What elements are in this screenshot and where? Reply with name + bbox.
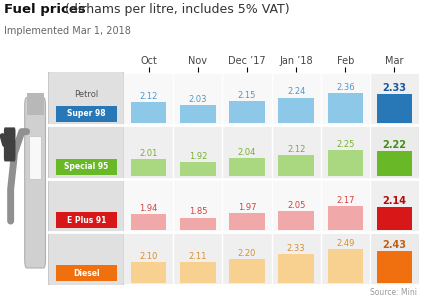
Bar — [131, 262, 166, 283]
Bar — [278, 98, 314, 123]
Text: 2.25: 2.25 — [336, 140, 354, 149]
Bar — [131, 159, 166, 176]
Bar — [377, 152, 412, 176]
Text: 1.97: 1.97 — [238, 203, 256, 212]
Bar — [124, 125, 419, 178]
Text: Fuel prices: Fuel prices — [4, 3, 86, 16]
Bar — [131, 214, 166, 230]
FancyBboxPatch shape — [25, 98, 45, 268]
Bar — [328, 249, 363, 283]
Text: 2.11: 2.11 — [189, 252, 207, 261]
Bar — [180, 262, 216, 283]
Bar — [180, 105, 216, 123]
Text: 2.05: 2.05 — [287, 200, 305, 209]
Bar — [278, 155, 314, 176]
Bar — [328, 93, 363, 123]
Bar — [56, 106, 117, 122]
Text: 1.94: 1.94 — [140, 204, 158, 213]
Text: 2.04: 2.04 — [238, 148, 256, 157]
Bar — [328, 206, 363, 230]
Text: E Plus 91: E Plus 91 — [67, 215, 106, 224]
Text: 2.10: 2.10 — [140, 252, 158, 261]
Bar — [56, 265, 117, 281]
Text: 2.33: 2.33 — [382, 83, 406, 93]
Text: 2.24: 2.24 — [287, 87, 305, 96]
Bar — [229, 259, 265, 283]
Text: 2.33: 2.33 — [287, 244, 305, 253]
Text: Source: Mini: Source: Mini — [370, 288, 417, 297]
Text: Special 95: Special 95 — [64, 162, 109, 171]
Bar — [124, 232, 419, 285]
Bar — [229, 158, 265, 176]
Text: Super 98: Super 98 — [67, 109, 106, 118]
Bar — [377, 208, 412, 230]
Bar — [56, 159, 117, 175]
Text: 2.49: 2.49 — [336, 238, 354, 247]
Text: 2.14: 2.14 — [382, 196, 406, 206]
Text: (dirhams per litre, includes 5% VAT): (dirhams per litre, includes 5% VAT) — [61, 3, 290, 16]
Bar — [180, 218, 216, 230]
Bar — [229, 213, 265, 230]
Bar — [56, 212, 117, 228]
Bar — [278, 211, 314, 230]
Bar — [29, 136, 41, 178]
Bar — [370, 72, 419, 285]
FancyBboxPatch shape — [4, 128, 16, 161]
Text: Implemented Mar 1, 2018: Implemented Mar 1, 2018 — [4, 26, 131, 35]
Text: 2.17: 2.17 — [336, 196, 354, 206]
Text: 2.22: 2.22 — [382, 140, 406, 150]
Bar — [328, 150, 363, 176]
Text: 1.92: 1.92 — [189, 152, 207, 161]
Text: 2.12: 2.12 — [287, 145, 305, 154]
Bar — [377, 251, 412, 283]
Text: 1.85: 1.85 — [189, 207, 207, 216]
Text: Diesel: Diesel — [73, 269, 100, 278]
Bar — [131, 102, 166, 123]
Text: 2.43: 2.43 — [382, 240, 406, 250]
Text: 2.01: 2.01 — [140, 149, 158, 158]
Text: 2.20: 2.20 — [238, 249, 256, 258]
Bar — [229, 100, 265, 123]
Bar — [180, 162, 216, 176]
FancyBboxPatch shape — [48, 71, 124, 286]
Text: Petrol: Petrol — [74, 90, 99, 99]
Text: 2.12: 2.12 — [140, 92, 158, 100]
Bar — [278, 254, 314, 283]
Text: 2.36: 2.36 — [336, 83, 354, 92]
Bar — [124, 72, 419, 125]
Text: 2.15: 2.15 — [238, 91, 256, 100]
Bar — [27, 93, 44, 115]
Text: 2.03: 2.03 — [189, 95, 207, 104]
Bar — [124, 178, 419, 232]
Bar — [377, 94, 412, 123]
